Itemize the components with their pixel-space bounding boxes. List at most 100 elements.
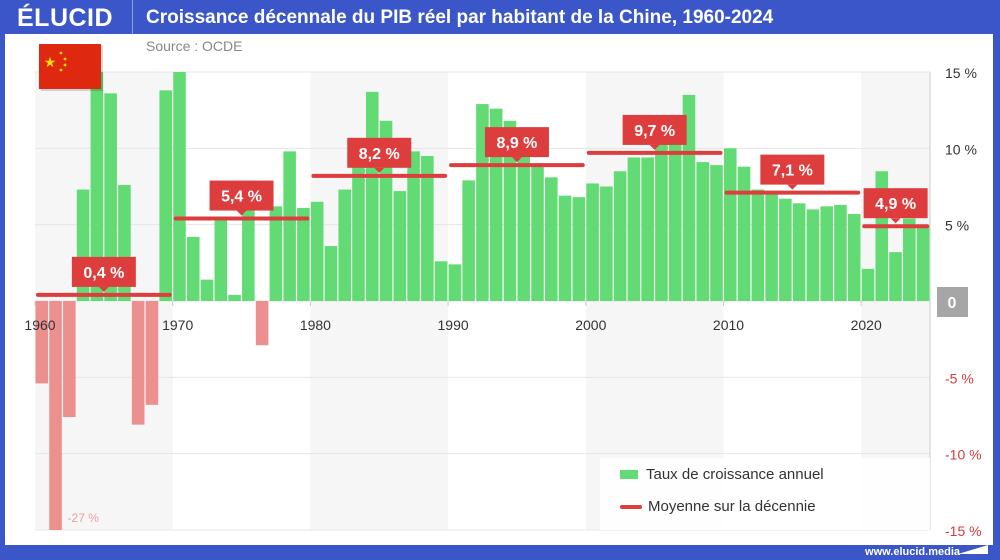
bar-1980 (310, 201, 324, 301)
bar-1973 (214, 220, 228, 301)
bar-1970 (173, 72, 186, 301)
bar-2014 (779, 198, 792, 301)
bar-1972 (200, 279, 214, 301)
annotation-label: -27 % (68, 511, 100, 525)
decade-average-label: 0,4 % (83, 265, 124, 282)
legend-label: Moyenne sur la décennie (648, 498, 816, 515)
bar-1981 (324, 246, 338, 301)
source-text: Source : OCDE (146, 38, 243, 54)
bar-1977 (269, 206, 283, 301)
legend-item-average: Moyenne sur la décennie (620, 498, 816, 515)
badge-pointer (787, 184, 798, 190)
bar-1960 (35, 301, 49, 384)
decade-average-badge (347, 137, 412, 168)
bar-2005 (655, 137, 668, 301)
bar-2016 (806, 209, 820, 301)
footer-url[interactable]: www.elucid.media (865, 546, 960, 558)
bar-2008 (696, 162, 710, 301)
legend: Taux de croissance annuel Moyenne sur la… (600, 458, 930, 530)
badge-pointer (236, 210, 247, 216)
y-tick-label: 5 % (945, 218, 969, 234)
bar-1989 (434, 261, 448, 301)
bar-1987 (407, 151, 420, 301)
bar-1968 (145, 301, 159, 405)
x-tick-label: 2010 (713, 317, 744, 333)
bar-2019 (847, 213, 861, 301)
bar-2012 (751, 189, 765, 301)
bar-1988 (421, 155, 434, 301)
decade-average-label: 8,2 % (359, 146, 400, 163)
y-tick-label: -10 % (945, 447, 982, 463)
badge-pointer (374, 167, 385, 173)
bar-1999 (572, 197, 586, 301)
bar-1974 (228, 294, 241, 301)
x-tick-label: 1970 (162, 317, 193, 333)
flag-small-star-icon (59, 68, 63, 72)
badge-pointer (98, 286, 109, 292)
flag-star-icon: ★ (44, 54, 57, 70)
decade-average-badge (760, 154, 825, 185)
badge-pointer (890, 218, 901, 224)
decade-average-label: 5,4 % (221, 189, 262, 206)
bar-2017 (820, 206, 833, 301)
bar-1976 (255, 301, 269, 346)
badge-pointer (649, 144, 660, 150)
bar-1965 (104, 93, 117, 301)
bar-2007 (682, 94, 696, 302)
bar-1978 (283, 151, 296, 301)
flag-small-star-icon (63, 63, 67, 67)
bar-2018 (834, 204, 847, 301)
bar-2010 (724, 148, 737, 301)
x-tick-label: 2000 (575, 317, 606, 333)
y-tick-label: -15 % (945, 523, 982, 539)
bar-1997 (544, 177, 558, 301)
bar-2020 (861, 268, 875, 301)
bar-1986 (393, 191, 407, 301)
legend-swatch-line (620, 504, 642, 509)
bar-1979 (297, 207, 310, 301)
decade-average-label: 7,1 % (772, 163, 813, 180)
bar-1990 (448, 264, 462, 301)
bar-2000 (586, 183, 599, 301)
bar-1983 (352, 163, 365, 301)
elucid-logo: ÉLUCID (17, 4, 114, 32)
decade-average-label: 4,9 % (875, 196, 916, 213)
bar-2004 (641, 157, 654, 301)
bar-2013 (765, 192, 778, 301)
bar-1991 (462, 180, 475, 301)
bar-2003 (627, 157, 641, 301)
bar-2022 (889, 252, 902, 301)
bar-2009 (710, 165, 723, 301)
y-tick-label: 10 % (945, 141, 977, 157)
bar-2024 (916, 224, 930, 301)
bar-2001 (600, 186, 613, 301)
elucid-mark-icon (958, 545, 988, 554)
bar-2011 (737, 166, 751, 301)
bar-2006 (668, 116, 682, 301)
zero-badge (937, 287, 968, 317)
x-tick-label: 1980 (300, 317, 331, 333)
bar-1984 (365, 91, 379, 301)
decade-average-label: 8,9 % (496, 135, 537, 152)
bar-1961 (49, 301, 62, 530)
bar-1962 (63, 301, 76, 418)
bar-1982 (338, 189, 352, 301)
x-tick-label: 1960 (24, 317, 55, 333)
legend-swatch-bar (620, 470, 638, 479)
china-flag-icon (39, 44, 101, 89)
decade-average-badge (863, 188, 928, 219)
y-tick-label: 15 % (945, 65, 977, 81)
x-tick-label: 2020 (851, 317, 882, 333)
chart-title: Croissance décennale du PIB réel par hab… (146, 7, 774, 28)
bar-1975 (242, 209, 255, 301)
decade-average-badge (484, 127, 549, 158)
header: ÉLUCID Croissance décennale du PIB réel … (0, 0, 1000, 34)
y-tick-label: -5 % (945, 370, 974, 386)
decade-average-badge (622, 114, 687, 145)
header-divider (132, 0, 133, 34)
decade-average-label: 9,7 % (634, 123, 675, 140)
bar-1969 (159, 90, 172, 301)
bar-2023 (903, 218, 916, 301)
bar-1996 (531, 163, 544, 301)
x-tick-label: 1990 (438, 317, 469, 333)
